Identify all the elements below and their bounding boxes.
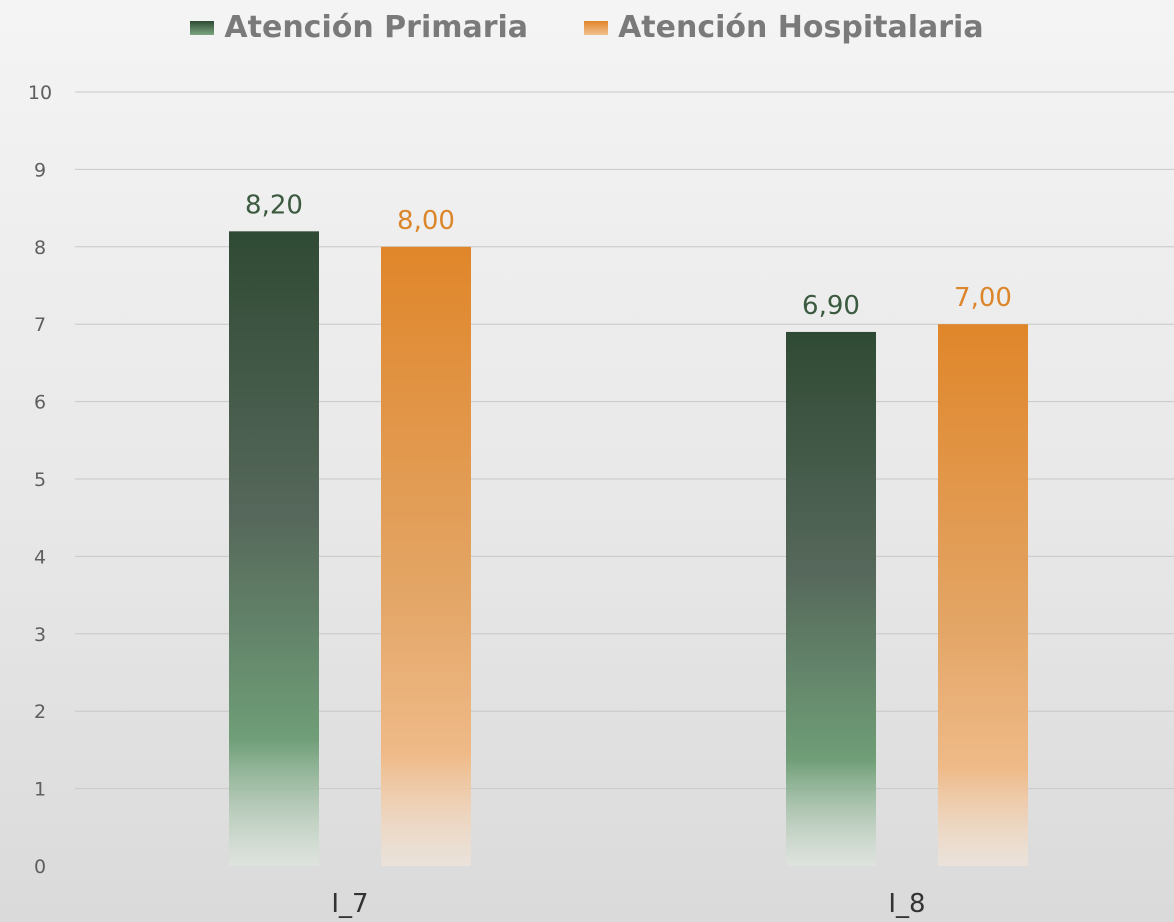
data-labels: 8,20 8,00 6,90 7,00 [245, 190, 1012, 321]
legend-label-hospitalaria: Atención Hospitalaria [618, 10, 984, 45]
bar-hospitalaria-I_8 [938, 324, 1028, 866]
data-label: 8,20 [245, 190, 303, 220]
y-tick-label: 3 [34, 624, 46, 646]
data-label: 8,00 [397, 206, 455, 236]
y-tick-label: 4 [34, 546, 46, 568]
data-label: 6,90 [802, 291, 860, 321]
legend-swatch-primaria [190, 20, 215, 35]
x-category-label: I_7 [331, 889, 368, 919]
y-tick-label: 5 [34, 469, 46, 491]
legend-swatch-hospitalaria [584, 20, 609, 35]
legend: Atención Primaria Atención Hospitalaria [0, 10, 1174, 45]
y-tick-label: 1 [34, 779, 46, 801]
x-axis-categories: I_7 I_8 [331, 889, 925, 919]
y-axis-ticks: 0 1 2 3 4 5 6 7 8 9 10 [28, 82, 52, 878]
y-tick-label: 8 [34, 237, 46, 259]
y-tick-label: 9 [34, 159, 46, 181]
x-category-label: I_8 [888, 889, 925, 919]
y-tick-label: 7 [34, 314, 46, 336]
y-tick-label: 10 [28, 82, 52, 104]
y-tick-label: 0 [34, 856, 46, 878]
legend-label-primaria: Atención Primaria [224, 10, 529, 45]
y-tick-label: 2 [34, 701, 46, 723]
bars [229, 231, 1028, 867]
bar-hospitalaria-I_7 [381, 246, 471, 867]
data-label: 7,00 [954, 283, 1012, 313]
y-tick-label: 6 [34, 392, 46, 414]
legend-item-hospitalaria: Atención Hospitalaria [584, 10, 984, 45]
legend-item-primaria: Atención Primaria [190, 10, 528, 45]
bar-primaria-I_7 [229, 231, 319, 866]
bar-primaria-I_8 [786, 331, 876, 866]
